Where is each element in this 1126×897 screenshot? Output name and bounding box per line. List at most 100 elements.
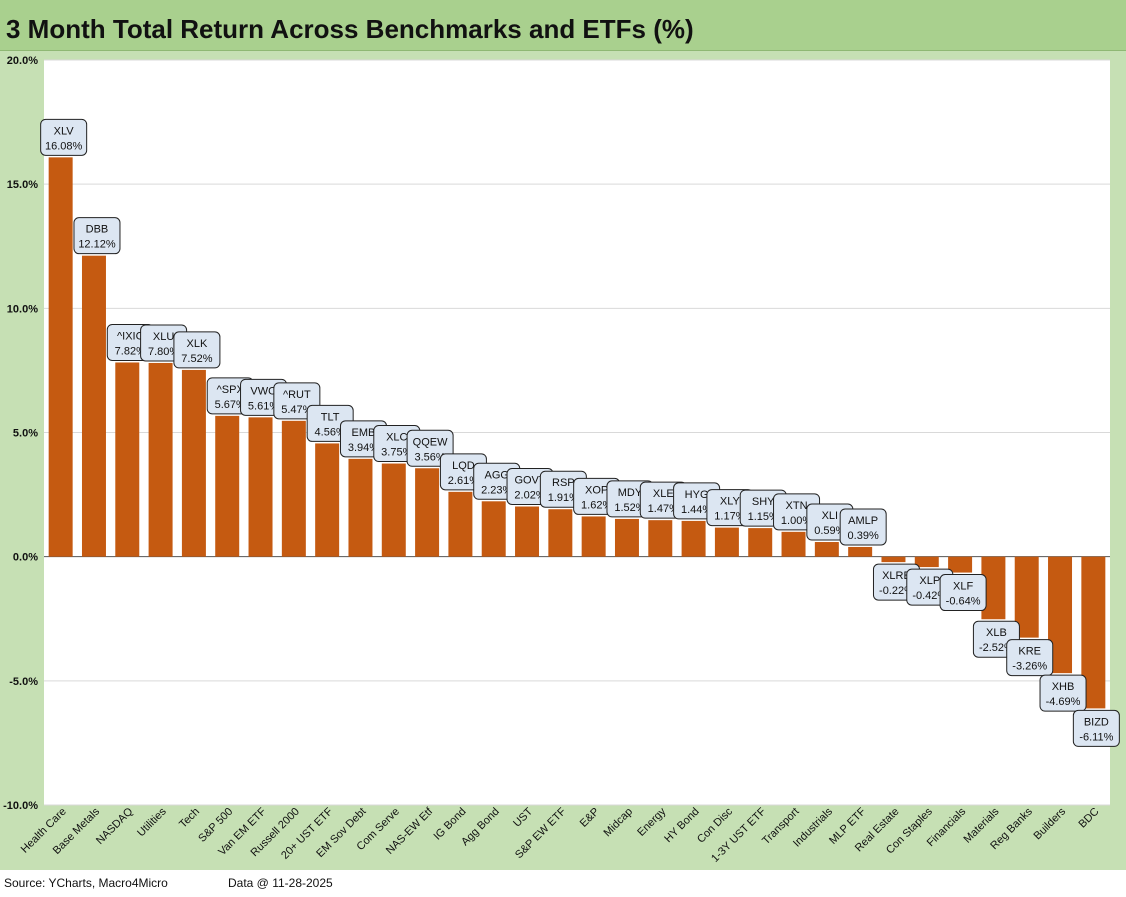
data-label-value: -6.11%	[1079, 731, 1113, 743]
bar	[48, 157, 73, 557]
bar	[614, 518, 639, 557]
data-label: KRE -3.26%	[1006, 639, 1054, 677]
data-label-ticker: XHB	[1052, 681, 1075, 693]
data-label-value: 3.94%	[348, 442, 379, 454]
bar	[248, 417, 273, 557]
data-label-ticker: XLK	[187, 338, 208, 350]
category-label: Utilities	[135, 805, 169, 839]
data-label-value: 7.80%	[148, 346, 179, 358]
category-label: Midcap	[602, 806, 636, 840]
data-label-value: 7.82%	[115, 345, 146, 357]
bar	[81, 255, 106, 557]
data-label-value: 7.52%	[181, 353, 212, 365]
data-label-value: 1.62%	[581, 499, 612, 511]
chart-title: 3 Month Total Return Across Benchmarks a…	[6, 14, 694, 44]
data-label-ticker: HYG	[685, 489, 709, 501]
bar	[581, 516, 606, 557]
data-label: QQEW 3.56%	[406, 429, 454, 467]
bar	[548, 509, 573, 557]
data-label-ticker: ^SPX	[217, 384, 245, 396]
data-label-ticker: XLY	[720, 496, 741, 508]
y-axis-ticks: 20.0% 15.0% 10.0% 5.0% 0.0% -5.0% -10.0%	[3, 55, 38, 812]
data-label-ticker: XTN	[786, 500, 808, 512]
data-label-value: -4.69%	[1046, 696, 1081, 708]
bars	[48, 157, 1106, 709]
bar	[848, 546, 873, 557]
bar	[215, 415, 240, 557]
category-label: E&P	[578, 806, 602, 830]
data-label-value: -0.64%	[946, 596, 981, 608]
bar	[748, 528, 773, 557]
data-label: AMLP 0.39%	[839, 508, 887, 546]
bar	[481, 501, 506, 557]
data-label-ticker: ^IXIC	[117, 330, 144, 342]
bar	[1014, 556, 1039, 638]
data-label-value: 1.44%	[681, 504, 712, 516]
data-label-ticker: AGG	[484, 469, 508, 481]
data-label-value: 16.08%	[45, 140, 83, 152]
data-label-ticker: XLI	[822, 510, 839, 522]
data-label-ticker: RSP	[552, 477, 575, 489]
data-label-ticker: GOVT	[514, 475, 545, 487]
data-label-value: 1.91%	[548, 492, 579, 504]
data-label: XLV 16.08%	[40, 118, 88, 156]
data-label-ticker: ^RUT	[283, 389, 311, 401]
y-tick-label: 5.0%	[13, 428, 38, 440]
data-label-value: 5.47%	[281, 404, 312, 416]
category-label: NASDAQ	[94, 805, 136, 847]
bar	[881, 556, 906, 563]
y-tick-label: 0.0%	[13, 552, 38, 564]
y-tick-label: 10.0%	[7, 303, 38, 315]
bar	[381, 463, 406, 557]
bar	[948, 556, 973, 573]
bar	[1081, 556, 1106, 709]
bar	[714, 527, 739, 557]
data-label-ticker: AMLP	[848, 515, 878, 527]
data-label-value: 4.56%	[315, 426, 346, 438]
data-label-ticker: XLC	[386, 432, 407, 444]
data-label-ticker: TLT	[321, 411, 340, 423]
data-label: BIZD -6.11%	[1072, 709, 1120, 747]
data-label-ticker: BIZD	[1084, 716, 1109, 728]
data-label-value: 5.67%	[215, 399, 246, 411]
bar	[281, 420, 306, 557]
data-label-box	[839, 508, 887, 546]
data-label-value: 5.61%	[248, 400, 279, 412]
y-tick-label: 20.0%	[7, 55, 38, 67]
data-label-ticker: EMB	[352, 427, 376, 439]
data-label: DBB 12.12%	[73, 217, 121, 255]
data-label-value: 2.23%	[481, 484, 512, 496]
data-label-value: 12.12%	[78, 239, 116, 251]
data-label-value: 0.39%	[848, 530, 879, 542]
bar	[914, 556, 939, 568]
data-label-ticker: MDY	[618, 487, 643, 499]
data-label-value: 2.02%	[514, 490, 545, 502]
data-label-ticker: XLV	[54, 125, 75, 137]
data-label-box	[1006, 639, 1054, 677]
data-labels: XLV 16.08% DBB 12.12% ^IXIC 7.82% XLU 7.80% XLK 7…	[40, 118, 1120, 747]
data-label-value: -2.52%	[979, 642, 1014, 654]
category-label: BDC	[1077, 806, 1102, 831]
category-label: UST	[511, 805, 535, 829]
data-label-value: 1.17%	[714, 511, 745, 523]
data-label-box	[1072, 709, 1120, 747]
data-label-value: -0.42%	[912, 590, 947, 602]
gridlines	[44, 59, 1110, 806]
title-bar: 3 Month Total Return Across Benchmarks a…	[0, 0, 1126, 51]
bar	[415, 468, 440, 557]
data-label: XLB -2.52%	[972, 620, 1020, 658]
data-label-box	[1039, 674, 1087, 712]
data-label-value: 1.52%	[614, 502, 645, 514]
source-note: Source: YCharts, Macro4Micro	[4, 876, 168, 890]
data-label-ticker: SHY	[752, 496, 775, 508]
category-label: Builders	[1032, 805, 1069, 842]
bar	[781, 531, 806, 557]
data-label-box	[173, 331, 221, 369]
data-label-ticker: QQEW	[413, 436, 448, 448]
data-label-box	[73, 217, 121, 255]
data-label-ticker: VWO	[250, 385, 277, 397]
data-label-value: 3.56%	[414, 451, 445, 463]
data-label-value: 1.15%	[748, 511, 779, 523]
data-label-box	[40, 118, 88, 156]
